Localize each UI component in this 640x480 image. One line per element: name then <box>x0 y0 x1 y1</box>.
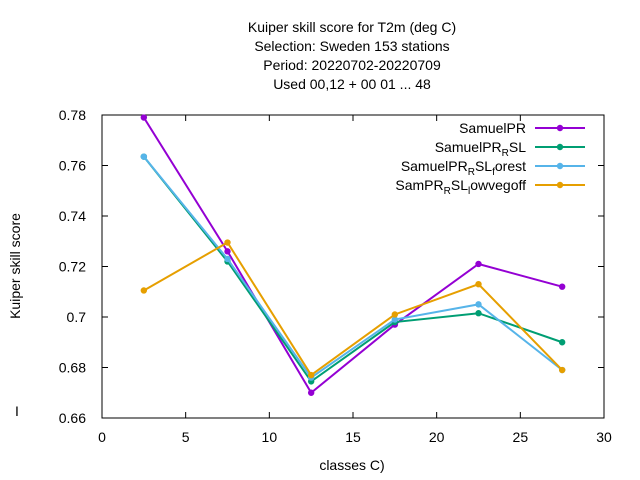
y-axis: 0.66 0.68 0.7 0.72 0.74 0.76 0.78 <box>59 107 604 426</box>
data-point <box>224 248 231 255</box>
data-point <box>475 310 482 317</box>
y-tick-label: 0.7 <box>67 309 87 325</box>
title-line-2: Selection: Sweden 153 stations <box>254 38 449 54</box>
series-line <box>143 156 563 383</box>
title-line-1: Kuiper skill score for T2m (deg C) <box>248 19 456 35</box>
data-point <box>475 260 482 268</box>
x-tick-label: 20 <box>429 429 445 445</box>
title-line-4: Used 00,12 + 00 01 ... 48 <box>273 76 431 92</box>
y-tick-label: 0.68 <box>59 360 86 376</box>
series-line <box>142 116 563 395</box>
x-axis: 0 5 10 15 20 25 30 <box>98 115 612 445</box>
x-tick-label: 30 <box>596 429 612 445</box>
x-tick-label: 10 <box>262 429 278 445</box>
data-point <box>140 287 148 294</box>
data-point <box>224 255 231 263</box>
data-point <box>558 339 566 346</box>
data-point <box>558 283 566 290</box>
data-point <box>391 311 399 318</box>
y-tick-label: 0.78 <box>59 107 86 123</box>
y-tick-label: 0.66 <box>59 410 86 426</box>
legend-label: SamPRRSLlowvegoff <box>395 177 526 197</box>
data-point <box>140 153 148 160</box>
legend-marker <box>556 124 564 132</box>
data-point <box>475 280 482 288</box>
y-tick-label: 0.72 <box>59 259 86 275</box>
legend-marker <box>556 162 564 170</box>
legend-label: SamuelPRRSLforest <box>401 158 526 178</box>
series-line <box>143 241 563 377</box>
x-tick-label: 25 <box>513 429 529 445</box>
legend-marker <box>556 143 564 151</box>
y-tick-label: 0.74 <box>59 208 86 224</box>
series-group <box>140 114 566 396</box>
data-point <box>558 366 566 374</box>
y-axis-extra-mark: I <box>15 403 19 419</box>
y-tick-label: 0.76 <box>59 158 86 174</box>
data-point <box>391 316 399 323</box>
data-point <box>140 114 148 121</box>
x-tick-label: 5 <box>182 429 190 445</box>
data-point <box>307 389 315 396</box>
chart-title: Kuiper skill score for T2m (deg C) Selec… <box>248 19 456 92</box>
data-point <box>475 301 482 308</box>
data-point <box>307 371 315 379</box>
y-axis-label: Kuiper skill score <box>7 213 23 319</box>
x-axis-label: classes C) <box>319 457 384 473</box>
legend: SamuelPR SamuelPRRSLSamuelPRRSLforestSamP… <box>395 120 585 197</box>
plot-frame <box>101 114 605 419</box>
data-point <box>224 239 231 246</box>
x-tick-label: 0 <box>98 429 106 445</box>
legend-label: SamuelPR <box>459 120 526 136</box>
title-line-3: Period: 20220702-20220709 <box>263 57 441 73</box>
x-tick-label: 15 <box>345 429 361 445</box>
series-line <box>143 156 563 379</box>
legend-marker <box>556 181 564 189</box>
legend-label: SamuelPRRSL <box>435 139 526 159</box>
